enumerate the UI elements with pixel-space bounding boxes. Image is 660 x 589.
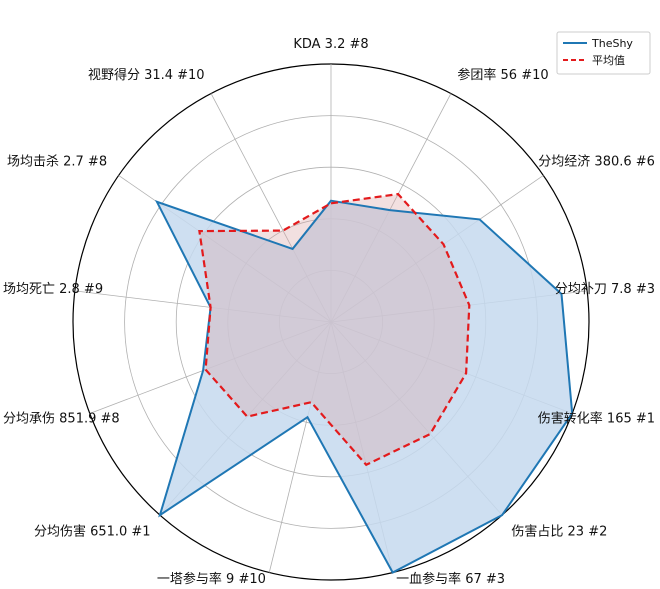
axis-label: 参团率 56 #10 <box>457 67 548 83</box>
axis-label: 分均承伤 851.9 #8 <box>3 412 120 427</box>
legend-label-0: TheShy <box>591 37 633 50</box>
axis-label: 伤害转化率 165 #1 <box>538 411 655 427</box>
axis-label: 一血参与率 67 #3 <box>396 571 505 587</box>
axis-labels: KDA 3.2 #8 参团率 56 #10 分均经济 380.6 #6 分均补刀 7.… <box>3 37 655 587</box>
legend-label-1: 平均值 <box>592 54 625 67</box>
axis-label: 伤害占比 23 #2 <box>511 524 607 540</box>
series-line-0 <box>154 199 574 574</box>
axis-label: KDA 3.2 #8 <box>293 37 368 52</box>
axis-label: 场均死亡 2.8 #9 <box>3 282 103 297</box>
axis-label: 一塔参与率 9 #10 <box>157 571 266 587</box>
axis-label: 分均补刀 7.8 #3 <box>555 282 655 297</box>
axis-label: 分均伤害 651.0 #1 <box>34 524 151 540</box>
series-area-0 <box>156 200 573 573</box>
series-layer <box>154 192 574 574</box>
axis-label: 场均击杀 2.7 #8 <box>7 155 107 170</box>
axis-label: 视野得分 31.4 #10 <box>88 67 205 83</box>
legend: TheShy 平均值 <box>556 31 651 75</box>
axis-label: 分均经济 380.6 #6 <box>538 155 655 170</box>
series-area-1 <box>199 194 470 465</box>
series-line-1 <box>198 192 471 467</box>
